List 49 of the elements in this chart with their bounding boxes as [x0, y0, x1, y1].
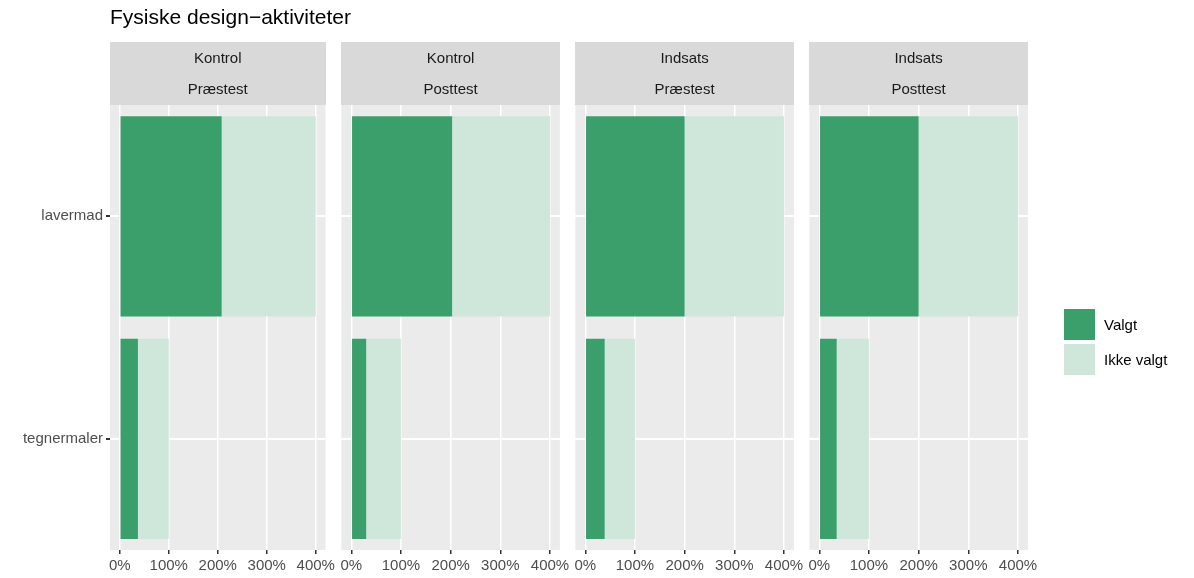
- x-tick-label: 300%: [247, 556, 286, 574]
- bar: [352, 338, 367, 539]
- x-tick-label: 300%: [481, 556, 520, 574]
- text: Posttest: [890, 79, 947, 99]
- chart-title: Fysiske design−aktiviteter: [110, 5, 352, 29]
- bar: [586, 116, 685, 317]
- x-tick-label: 400%: [764, 556, 804, 574]
- bar: [352, 116, 453, 317]
- y-tick-label: lavermad: [41, 206, 103, 224]
- x-tick-label: 0%: [574, 556, 597, 574]
- bar: [221, 116, 316, 317]
- bar: [820, 116, 919, 317]
- text: Posttest: [422, 79, 479, 99]
- x-tick-label: 100%: [615, 556, 655, 574]
- x-tick-label: 100%: [149, 556, 188, 574]
- x-tick-label: 400%: [296, 556, 335, 574]
- x-tick-label: 0%: [340, 556, 363, 574]
- x-tick-label: 300%: [949, 556, 988, 574]
- x-tick-label: 100%: [381, 556, 421, 574]
- x-tick-label: 200%: [899, 556, 938, 574]
- text: Præstest: [653, 79, 716, 99]
- x-tick-label: 100%: [849, 556, 889, 574]
- text: Kontrol: [193, 48, 243, 68]
- bar: [586, 338, 605, 539]
- text: Indsats: [893, 48, 944, 68]
- x-tick-label: 200%: [431, 556, 470, 574]
- bar: [604, 338, 635, 539]
- bar: [918, 116, 1018, 317]
- text: Indsats: [659, 48, 710, 68]
- x-tick-label: 300%: [715, 556, 754, 574]
- bar: [836, 338, 869, 539]
- text: Præstest: [186, 79, 249, 99]
- bar: [820, 338, 837, 539]
- bar: [137, 338, 169, 539]
- legend-label: Ikke valgt: [1104, 351, 1168, 368]
- x-tick-label: 0%: [108, 556, 131, 574]
- x-tick-label: 200%: [198, 556, 237, 574]
- x-tick-label: 400%: [530, 556, 570, 574]
- x-tick-label: 400%: [998, 556, 1038, 574]
- bar: [120, 338, 138, 539]
- x-tick-label: 200%: [665, 556, 704, 574]
- bar: [120, 116, 222, 317]
- legend-label: Valgt: [1104, 316, 1138, 333]
- x-tick-label: 0%: [808, 556, 831, 574]
- text: Kontrol: [425, 48, 476, 68]
- bar: [684, 116, 784, 317]
- bar: [366, 338, 401, 539]
- y-tick-label: tegnermaler: [22, 428, 103, 446]
- bar: [452, 116, 550, 317]
